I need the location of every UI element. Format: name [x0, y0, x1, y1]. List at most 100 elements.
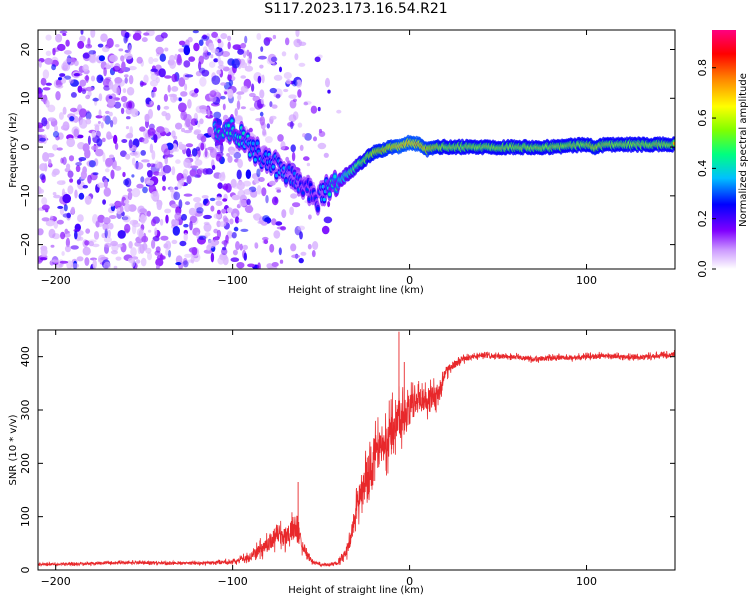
noise-blob [283, 72, 292, 79]
noise-blob [217, 38, 222, 44]
noise-blob [154, 227, 158, 237]
noise-blob [123, 74, 129, 78]
noise-blob [154, 160, 160, 169]
noise-blob [261, 187, 267, 197]
noise-blob [262, 215, 270, 222]
noise-blob [220, 82, 227, 86]
noise-blob [91, 130, 96, 138]
noise-blob [92, 172, 99, 176]
noise-blob [48, 158, 52, 166]
noise-blob [233, 152, 242, 159]
noise-blob [127, 257, 136, 263]
noise-blob [85, 86, 94, 92]
noise-blob [181, 213, 187, 221]
noise-blob [175, 262, 182, 266]
noise-blob [131, 108, 139, 118]
noise-blob [128, 241, 133, 249]
noise-blob [79, 35, 86, 43]
noise-blob [269, 87, 277, 94]
noise-blob [53, 194, 61, 199]
noise-blob [155, 34, 165, 43]
noise-blob [105, 157, 114, 167]
noise-blob [129, 219, 138, 226]
noise-blob [265, 195, 269, 204]
snr-spikes [297, 331, 405, 535]
noise-blob [186, 148, 191, 157]
noise-blob [142, 186, 148, 194]
noise-blob [141, 159, 150, 163]
noise-blob [221, 208, 227, 214]
noise-blob [237, 94, 242, 101]
noise-blob [45, 99, 50, 108]
noise-blob [68, 155, 75, 162]
noise-blob [56, 147, 63, 151]
noise-blob [140, 150, 146, 156]
noise-blob [156, 254, 165, 261]
ridge-core [255, 141, 259, 145]
ridge-core [271, 165, 275, 169]
noise-blob [110, 240, 118, 247]
noise-blob [117, 243, 123, 248]
noise-blob [100, 122, 104, 129]
colorbar-tick-label: 0.0 [696, 260, 709, 278]
noise-blob [270, 56, 278, 63]
noise-blob [201, 195, 209, 199]
noise-blob [242, 180, 252, 187]
noise-blob [45, 219, 55, 227]
noise-blob [280, 141, 286, 150]
noise-blob [156, 126, 165, 133]
noise-blob [39, 173, 46, 180]
noise-blob [114, 63, 121, 71]
noise-blob [209, 197, 216, 202]
noise-blob [217, 256, 225, 265]
noise-blob [41, 197, 48, 206]
noise-blob [46, 153, 55, 158]
noise-blob [285, 37, 290, 46]
noise-blob [147, 170, 153, 178]
x-tick-label: 0 [406, 575, 413, 588]
noise-blob [82, 184, 89, 189]
y-tick-label: 100 [19, 506, 32, 527]
noise-blob [104, 168, 110, 173]
noise-blob [124, 77, 128, 84]
noise-blob [164, 155, 168, 165]
y-tick-label: −20 [19, 233, 32, 256]
noise-blob [107, 229, 111, 239]
noise-blob [156, 203, 162, 211]
noise-blob [73, 73, 80, 77]
x-tick-label: 100 [576, 274, 597, 287]
noise-blob [252, 214, 257, 219]
noise-blob [218, 221, 227, 227]
noise-blob [183, 60, 191, 68]
noise-blob [44, 57, 53, 65]
ridge-core [293, 171, 297, 176]
noise-blob [114, 165, 122, 171]
noise-blob [147, 229, 152, 233]
noise-blob [168, 93, 177, 98]
noise-blob [202, 50, 210, 60]
noise-blob [153, 134, 158, 143]
snr-panel: −200 −100 0 100 0 100 200 300 400 Height of stra… [8, 329, 676, 596]
noise-blob [77, 40, 85, 49]
noise-blob [281, 51, 287, 57]
noise-blob [102, 152, 106, 163]
noise-blob [307, 243, 312, 250]
noise-blob [150, 218, 157, 227]
noise-blob [204, 147, 208, 158]
noise-blob [243, 252, 247, 261]
noise-blob [257, 262, 261, 269]
noise-blob [68, 78, 74, 84]
noise-blob [203, 223, 212, 232]
noise-blob [38, 128, 45, 133]
spectrogram-x-axis-label: Height of straight line (km) [288, 285, 424, 296]
noise-blob [288, 94, 297, 99]
noise-blob [38, 188, 44, 194]
noise-blob [231, 58, 240, 69]
noise-blob [184, 201, 191, 206]
noise-blob [235, 241, 240, 251]
noise-blob [211, 75, 221, 85]
noise-blob [85, 118, 92, 125]
noise-blob [259, 111, 264, 117]
noise-blob [125, 153, 131, 160]
noise-blob [227, 41, 231, 50]
